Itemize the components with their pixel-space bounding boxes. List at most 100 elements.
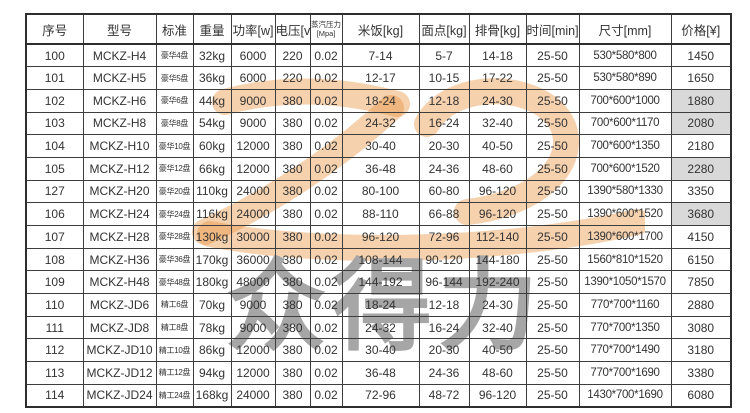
- cell-ribs: 32-40: [468, 111, 527, 136]
- cell-pastry: 66-88: [418, 202, 470, 226]
- cell-time: 25-50: [525, 315, 580, 340]
- cell-pressure: 0.02: [309, 43, 343, 68]
- cell-serial: 100: [25, 43, 84, 68]
- cell-standard: 豪华36盘: [155, 247, 194, 272]
- cell-ribs: 144-180: [468, 247, 527, 272]
- cell-pastry: 12-18: [418, 293, 470, 317]
- cell-standard: 豪华20盘: [155, 179, 194, 204]
- cell-size: 770*700*1350: [578, 315, 672, 340]
- cell-price: 3680: [670, 202, 732, 226]
- cell-standard: 豪华28盘: [155, 225, 194, 249]
- cell-voltage: 380: [274, 179, 311, 204]
- cell-model: MCKZ-H8: [82, 111, 157, 136]
- cell-time: 25-50: [525, 361, 580, 385]
- cell-model: MCKZ-H20: [82, 179, 157, 204]
- table-row: 127 MCKZ-H20 豪华20盘 110kg 24000 380 0.02 80-100 6…: [25, 179, 732, 204]
- cell-price: 3080: [670, 315, 732, 340]
- cell-price: 2280: [670, 156, 732, 181]
- column-header-rice: 米饭[kg]: [341, 13, 420, 45]
- cell-standard: 精工12盘: [155, 361, 194, 385]
- cell-model: MCKZ-H4: [82, 43, 157, 68]
- cell-voltage: 380: [274, 361, 311, 385]
- cell-weight: 54kg: [192, 111, 232, 136]
- cell-standard: 精工8盘: [155, 315, 194, 340]
- table-row: 104 MCKZ-H10 豪华10盘 60kg 12000 380 0.02 30-40 20-…: [25, 134, 732, 158]
- table-row: 109 MCKZ-H48 豪华48盘 180kg 48000 380 0.02 144-192…: [25, 270, 732, 295]
- cell-power: 36000: [230, 247, 276, 272]
- cell-pressure: 0.02: [309, 134, 343, 158]
- cell-standard: 精工10盘: [155, 338, 194, 363]
- cell-size: 700*600*1350: [578, 134, 672, 158]
- cell-ribs: 112-140: [468, 225, 527, 249]
- cell-rice: 30-40: [341, 338, 420, 363]
- cell-rice: 12-17: [341, 66, 420, 90]
- cell-pastry: 12-18: [418, 88, 470, 113]
- cell-voltage: 380: [274, 383, 311, 408]
- cell-time: 25-50: [525, 270, 580, 295]
- cell-size: 770*700*1490: [578, 338, 672, 363]
- cell-standard: 豪华24盘: [155, 202, 194, 226]
- cell-pressure: 0.02: [309, 361, 343, 385]
- cell-size: 700*600*1000: [578, 88, 672, 113]
- table-row: 111 MCKZ-JD8 精工8盘 78kg 9000 380 0.02 24-32 16-24…: [25, 315, 732, 340]
- cell-serial: 114: [25, 383, 84, 408]
- cell-model: MCKZ-H24: [82, 202, 157, 226]
- cell-power: 24000: [230, 202, 276, 226]
- cell-weight: 110kg: [192, 179, 232, 204]
- table-header: 序号 型号 标准 重量 功率[w] 电压[v] 蒸汽压力 [Mpa] 米饭[kg] 面点[kg]…: [25, 13, 732, 45]
- table-row: 108 MCKZ-H36 豪华36盘 170kg 36000 380 0.02 108-144…: [25, 247, 732, 272]
- column-header-price: 价格[¥]: [670, 13, 732, 45]
- cell-model: MCKZ-JD6: [82, 293, 157, 317]
- cell-size: 770*700*1160: [578, 293, 672, 317]
- cell-power: 24000: [230, 383, 276, 408]
- cell-model: MCKZ-JD24: [82, 383, 157, 408]
- cell-model: MCKZ-H12: [82, 156, 157, 181]
- cell-rice: 144-192: [341, 270, 420, 295]
- cell-power: 12000: [230, 134, 276, 158]
- cell-rice: 108-144: [341, 247, 420, 272]
- header-row: 序号 型号 标准 重量 功率[w] 电压[v] 蒸汽压力 [Mpa] 米饭[kg] 面点[kg]…: [25, 13, 732, 45]
- cell-power: 12000: [230, 156, 276, 181]
- cell-ribs: 96-120: [468, 383, 527, 408]
- table-row: 101 MCKZ-H5 豪华5盘 36kg 6000 220 0.02 12-17 10-15 1…: [25, 66, 732, 90]
- cell-voltage: 380: [274, 315, 311, 340]
- cell-pastry: 24-36: [418, 361, 470, 385]
- cell-serial: 108: [25, 247, 84, 272]
- cell-size: 530*580*890: [578, 66, 672, 90]
- cell-pressure: 0.02: [309, 156, 343, 181]
- column-header-ribs: 排骨[kg]: [468, 13, 527, 45]
- cell-rice: 30-40: [341, 134, 420, 158]
- cell-time: 25-50: [525, 156, 580, 181]
- cell-ribs: 192-240: [468, 270, 527, 295]
- cell-power: 30000: [230, 225, 276, 249]
- cell-size: 1390*600*1700: [578, 225, 672, 249]
- cell-weight: 60kg: [192, 134, 232, 158]
- cell-voltage: 380: [274, 156, 311, 181]
- cell-rice: 88-110: [341, 202, 420, 226]
- cell-model: MCKZ-H28: [82, 225, 157, 249]
- cell-weight: 168kg: [192, 383, 232, 408]
- column-header-time: 时间[min]: [525, 13, 580, 45]
- cell-rice: 18-24: [341, 88, 420, 113]
- cell-price: 1450: [670, 43, 732, 68]
- column-header-power: 功率[w]: [230, 13, 276, 45]
- cell-pastry: 72-96: [418, 225, 470, 249]
- cell-power: 9000: [230, 293, 276, 317]
- column-header-serial: 序号: [25, 13, 84, 45]
- cell-pastry: 16-24: [418, 111, 470, 136]
- cell-serial: 102: [25, 88, 84, 113]
- cell-price: 7850: [670, 270, 732, 295]
- cell-ribs: 24-30: [468, 88, 527, 113]
- cell-ribs: 48-60: [468, 156, 527, 181]
- cell-standard: 豪华8盘: [155, 111, 194, 136]
- cell-rice: 24-32: [341, 315, 420, 340]
- cell-pressure: 0.02: [309, 179, 343, 204]
- cell-power: 12000: [230, 338, 276, 363]
- cell-pressure: 0.02: [309, 383, 343, 408]
- cell-serial: 112: [25, 338, 84, 363]
- cell-rice: 80-100: [341, 179, 420, 204]
- cell-weight: 86kg: [192, 338, 232, 363]
- cell-pressure: 0.02: [309, 88, 343, 113]
- cell-serial: 127: [25, 179, 84, 204]
